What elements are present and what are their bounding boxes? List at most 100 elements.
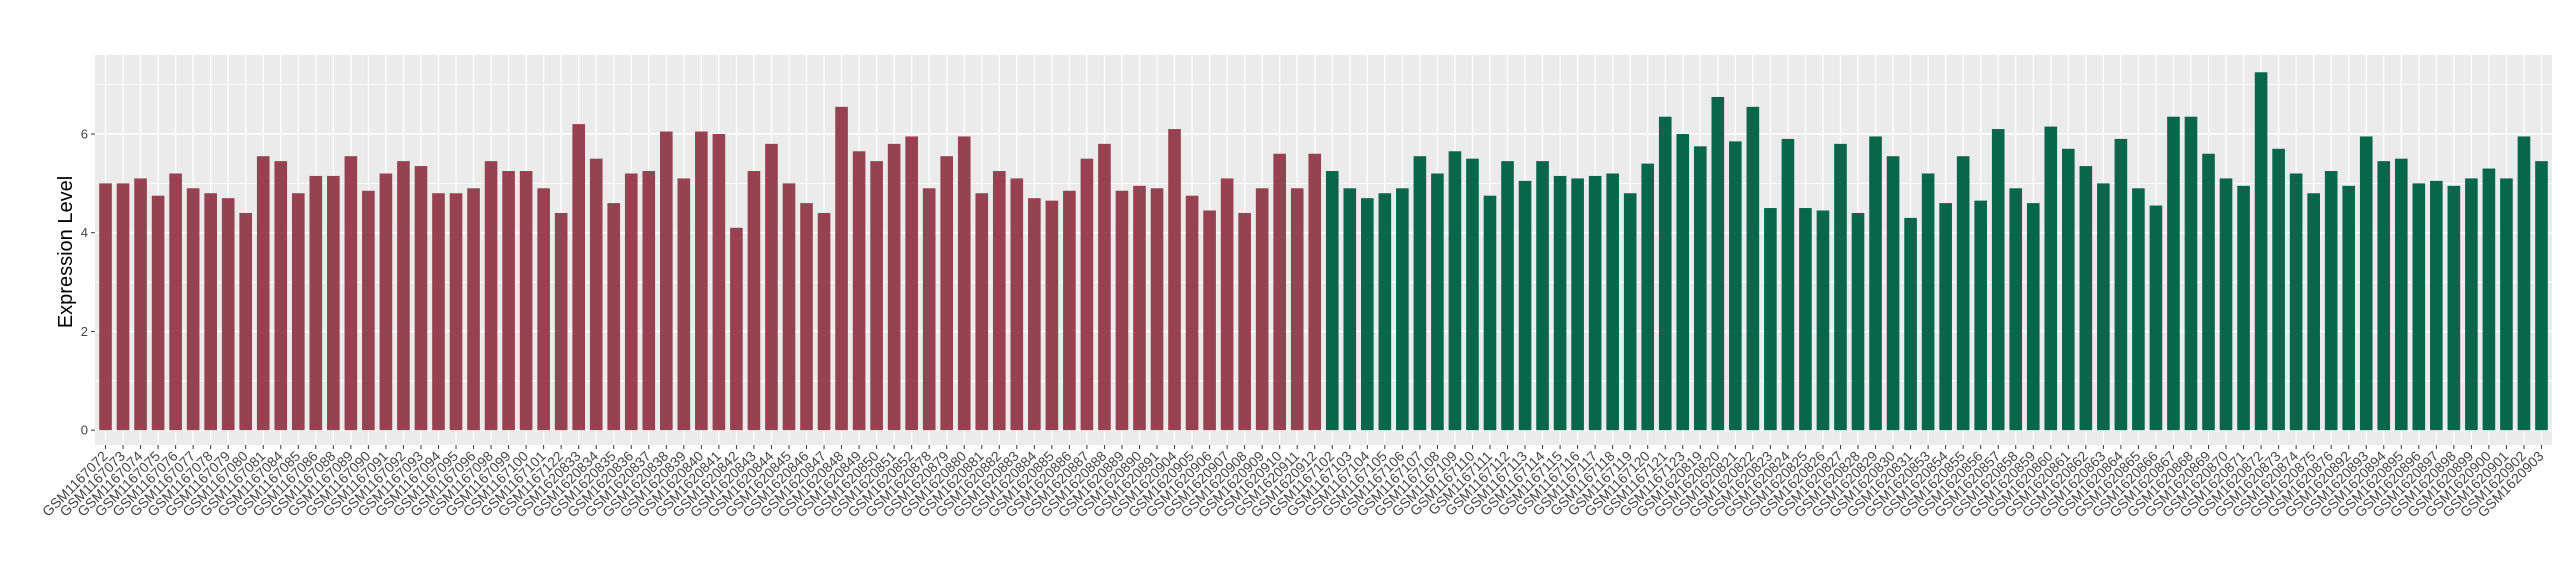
y-axis-title: Expression Level: [55, 176, 77, 328]
bar-GSM1620884: [1028, 198, 1041, 431]
bar-GSM1167102: [1325, 171, 1339, 431]
bar-GSM1167101: [537, 188, 550, 431]
bar-GSM1167113: [1518, 180, 1532, 431]
bar-GSM1620844: [765, 143, 778, 431]
bar-GSM1620892: [2342, 185, 2356, 431]
bar-GSM1167111: [1483, 195, 1497, 431]
bar-GSM1620878: [922, 188, 936, 431]
bar-GSM1167108: [1431, 173, 1444, 431]
bar-GSM1620880: [957, 136, 971, 431]
bar-GSM1167116: [1571, 178, 1584, 431]
bar-GSM1620819: [1693, 146, 1707, 431]
bar-GSM1620902: [2517, 136, 2531, 431]
bar-GSM1620912: [1308, 153, 1322, 431]
bar-GSM1167123: [1676, 133, 1690, 431]
bar-GSM1620873: [2272, 148, 2285, 431]
bar-GSM1620820: [1711, 96, 1725, 431]
bar-GSM1620889: [1115, 190, 1129, 431]
bar-GSM1620867: [2167, 116, 2180, 431]
bar-GSM1620883: [1010, 178, 1024, 431]
bar-GSM1167078: [204, 193, 217, 431]
y-tick-label: 6: [81, 126, 88, 141]
bar-GSM1167117: [1588, 175, 1602, 431]
y-axis: 0 2 4 6: [81, 126, 95, 438]
bar-GSM1620905: [1185, 195, 1199, 431]
bar-GSM1620853: [1921, 173, 1935, 431]
bar-GSM1167095: [449, 193, 463, 431]
bar-GSM1167084: [274, 161, 288, 431]
bar-GSM1620896: [2412, 183, 2426, 431]
bar-GSM1620898: [2447, 185, 2461, 431]
bar-GSM1167092: [397, 161, 410, 431]
bar-GSM1620872: [2254, 72, 2268, 431]
bar-GSM1620838: [660, 131, 673, 431]
bar-GSM1167073: [116, 183, 130, 431]
bar-GSM1620871: [2237, 185, 2250, 431]
bar-GSM1620900: [2482, 168, 2496, 431]
bar-GSM1620860: [2044, 126, 2058, 431]
bar-GSM1620856: [1974, 200, 1987, 431]
bar-GSM1620890: [1133, 185, 1146, 431]
bar-GSM1620904: [1168, 129, 1181, 431]
bar-GSM1167121: [1658, 116, 1672, 431]
bar-GSM1620828: [1851, 212, 1865, 431]
bar-GSM1167086: [309, 175, 323, 431]
bar-GSM1620842: [730, 227, 743, 431]
bar-GSM1167106: [1396, 188, 1409, 431]
bar-GSM1620826: [1816, 210, 1830, 431]
bar-GSM1620852: [905, 136, 918, 431]
bar-GSM1620869: [2202, 153, 2215, 431]
bar-GSM1620906: [1203, 210, 1216, 431]
bar-GSM1620891: [1150, 188, 1164, 431]
bar-GSM1167100: [519, 171, 533, 431]
bar-GSM1620881: [975, 193, 989, 431]
bar-GSM1167096: [467, 188, 480, 431]
bar-GSM1167094: [432, 193, 445, 431]
bar-GSM1620865: [2132, 188, 2145, 431]
bar-GSM1620827: [1834, 143, 1847, 431]
bar-GSM1620823: [1764, 208, 1777, 431]
bar-GSM1620848: [835, 106, 848, 431]
bar-GSM1620821: [1729, 141, 1742, 431]
bar-GSM1620876: [2324, 171, 2338, 431]
bar-GSM1167110: [1466, 158, 1479, 431]
bar-GSM1167085: [291, 193, 305, 431]
bar-GSM1620879: [940, 156, 954, 431]
bar-GSM1620840: [695, 131, 708, 431]
bar-GSM1167098: [484, 161, 498, 431]
bar-GSM1167107: [1413, 156, 1427, 431]
bar-GSM1620854: [1939, 203, 1952, 431]
x-axis: GSM1167072GSM1167073GSM1167074GSM1167075…: [39, 445, 2547, 520]
bar-GSM1620830: [1886, 156, 1900, 431]
bar-GSM1620870: [2219, 178, 2233, 431]
bar-GSM1167122: [554, 212, 568, 431]
bar-GSM1167105: [1378, 193, 1392, 431]
y-tick-label: 4: [81, 225, 88, 240]
y-tick-label: 2: [81, 324, 88, 339]
bar-GSM1167074: [134, 178, 147, 431]
bar-GSM1167115: [1553, 175, 1567, 431]
bar-GSM1620857: [1991, 129, 2005, 431]
bar-GSM1167091: [379, 173, 393, 431]
bar-GSM1620875: [2307, 193, 2320, 431]
bar-GSM1620843: [747, 171, 761, 431]
bar-GSM1620849: [852, 151, 866, 431]
bars: [99, 72, 2548, 431]
bar-GSM1620858: [2009, 188, 2023, 431]
plot-panel: [95, 55, 2552, 445]
bar-GSM1620868: [2184, 116, 2198, 431]
bar-GSM1620886: [1063, 190, 1076, 431]
bar-GSM1167088: [327, 175, 340, 431]
bar-GSM1620897: [2430, 180, 2443, 431]
bar-GSM1620822: [1746, 106, 1760, 431]
bar-GSM1620847: [817, 212, 831, 431]
bar-GSM1620837: [642, 171, 656, 431]
bar-GSM1167089: [344, 156, 358, 431]
bar-GSM1620909: [1255, 188, 1269, 431]
bar-GSM1620874: [2289, 173, 2303, 431]
bar-GSM1620903: [2535, 161, 2548, 431]
bar-GSM1167080: [239, 212, 253, 431]
bar-GSM1620835: [607, 203, 621, 431]
bar-GSM1167109: [1448, 151, 1462, 431]
bar-GSM1167072: [99, 183, 112, 431]
